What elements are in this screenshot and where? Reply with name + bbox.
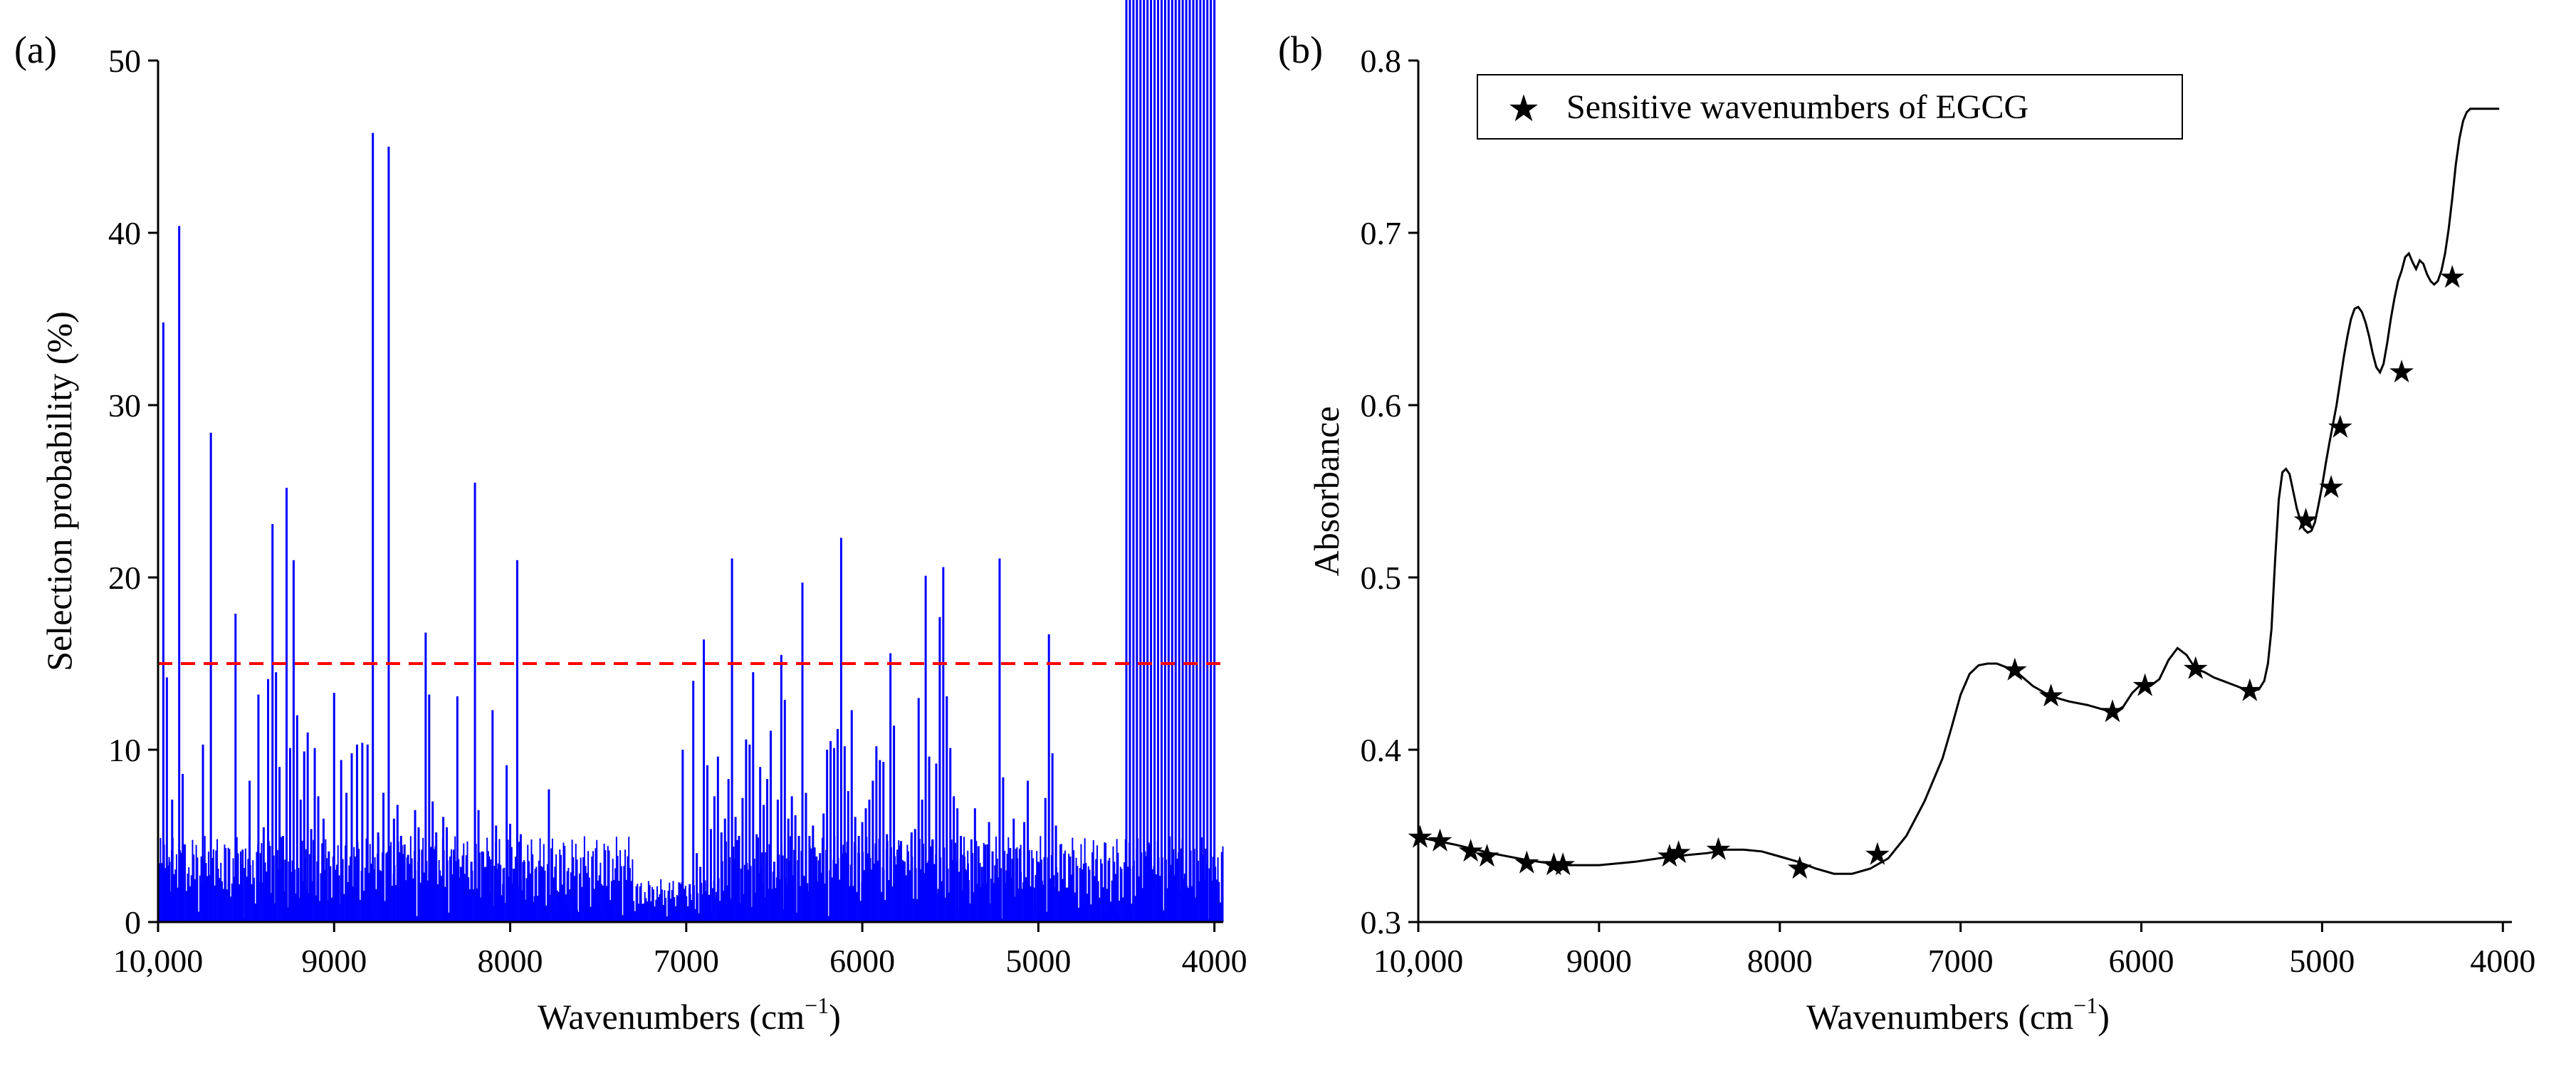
panel-b-y-ticks: 0.3 0.4 0.5 0.6 0.7 0.8	[1361, 43, 1418, 941]
panel-a-x-tick-label: 10,000	[113, 943, 204, 979]
panel-b-x-axis-title-close: )	[2098, 997, 2110, 1037]
panel-b-star-marker: ★	[2292, 503, 2320, 538]
panel-b-markers: ★★ ★★ ★★★ ★★ ★★ ★★★ ★★ ★★★★★★★	[1406, 260, 2466, 886]
panel-b-x-tick-label: 5000	[2289, 943, 2355, 979]
panel-a-x-axis-title-close: )	[829, 997, 841, 1037]
panel-a: (a) 10,000 9000 8000 7000 6000 5000 4000 0 10 20…	[14, 0, 1247, 1037]
panel-b-y-tick-label: 0.4	[1361, 732, 1402, 768]
panel-b-x-ticks: 10,000 9000 8000 7000 6000 5000 4000	[1373, 922, 2535, 979]
panel-b-x-tick-label: 10,000	[1373, 943, 1464, 979]
panel-a-y-tick-label: 30	[108, 387, 141, 424]
panel-b-star-marker: ★	[2037, 679, 2065, 713]
legend-box	[1477, 74, 2183, 140]
panel-a-x-tick-label: 9000	[301, 943, 367, 979]
panel-b-star-marker: ★	[1863, 837, 1891, 872]
panel-b-star-marker: ★	[1513, 846, 1541, 881]
panel-b-y-axis-title: Absorbance	[1307, 407, 1346, 577]
panel-b-star-marker: ★	[1655, 839, 1683, 874]
panel-b-star-marker: ★	[2236, 674, 2263, 708]
panel-b-x-tick-label: 9000	[1566, 943, 1632, 979]
panel-a-bars	[157, 0, 1224, 922]
panel-b-star-marker: ★	[2001, 653, 2028, 688]
panel-b-x-tick-label: 7000	[1928, 943, 1994, 979]
panel-a-y-tick-label: 40	[108, 215, 141, 251]
panel-a-y-tick-label: 0	[125, 904, 141, 941]
legend-label: Sensitive wavenumbers of EGCG	[1566, 88, 2028, 126]
panel-b-star-marker: ★	[2131, 668, 2159, 703]
panel-b-label: (b)	[1278, 28, 1323, 71]
panel-b-star-marker: ★	[2387, 355, 2415, 389]
panel-b-y-tick-label: 0.6	[1361, 387, 1402, 424]
panel-b-star-marker: ★	[1473, 839, 1501, 874]
panel-b-legend: ★ Sensitive wavenumbers of EGCG	[1477, 74, 2183, 140]
panel-a-y-tick-label: 50	[108, 43, 141, 79]
panel-b-star-marker: ★	[1786, 851, 1813, 886]
panel-b-star-marker: ★	[1705, 832, 1732, 867]
panel-b-x-axis-title-main: Wavenumbers (cm	[1806, 997, 2073, 1037]
panel-a-x-tick-label: 7000	[654, 943, 719, 979]
panel-b-x-tick-label: 6000	[2109, 943, 2174, 979]
panel-a-label: (a)	[14, 28, 57, 71]
panel-b-star-marker: ★	[1540, 847, 1568, 882]
panel-b-y-tick-label: 0.7	[1361, 215, 1402, 251]
panel-a-x-tick-label: 6000	[829, 943, 895, 979]
panel-b-star-marker: ★	[1549, 847, 1576, 882]
panel-b-star-marker: ★	[1665, 835, 1692, 870]
panel-b: (b) ★★ ★★ ★★★ ★★ ★★ ★★★ ★★ ★★★★★★★ 10,000 9000 80…	[1278, 28, 2535, 1037]
panel-b-star-marker: ★	[2098, 694, 2126, 729]
panel-b-star-marker: ★	[1406, 820, 1434, 854]
panel-b-x-tick-label: 4000	[2470, 943, 2535, 979]
panel-a-x-axis-title-sup: −1	[805, 993, 829, 1018]
panel-b-y-tick-label: 0.8	[1361, 43, 1402, 79]
panel-b-star-marker: ★	[2317, 470, 2345, 505]
panel-a-y-ticks: 0 10 20 30 40 50	[108, 43, 158, 941]
panel-b-x-axis-title: Wavenumbers (cm−1)	[1806, 993, 2110, 1037]
panel-a-y-axis-title: Selection probability (%)	[39, 311, 79, 671]
panel-a-x-axis-title-main: Wavenumbers (cm	[538, 997, 805, 1037]
panel-b-y-tick-label: 0.3	[1361, 904, 1402, 941]
panel-b-x-axis-title-sup: −1	[2073, 993, 2098, 1018]
panel-b-spectrum-line	[1420, 108, 2500, 875]
panel-b-star-marker: ★	[1426, 823, 1454, 858]
panel-a-x-tick-label: 8000	[478, 943, 543, 979]
panel-b-star-marker: ★	[2326, 409, 2354, 444]
panel-b-star-marker: ★	[1457, 834, 1485, 869]
panel-a-x-axis-title: Wavenumbers (cm−1)	[538, 993, 841, 1037]
panel-b-star-marker: ★	[2438, 260, 2466, 295]
panel-a-x-tick-label: 4000	[1182, 943, 1247, 979]
legend-star-icon: ★	[1507, 89, 1541, 130]
panel-b-star-marker: ★	[2182, 651, 2209, 686]
panel-a-y-tick-label: 20	[108, 560, 141, 596]
panel-a-y-tick-label: 10	[108, 732, 141, 768]
panel-b-y-tick-label: 0.5	[1361, 560, 1402, 596]
panel-b-x-tick-label: 8000	[1747, 943, 1813, 979]
panel-a-x-ticks: 10,000 9000 8000 7000 6000 5000 4000	[113, 922, 1247, 979]
panel-a-x-tick-label: 5000	[1005, 943, 1071, 979]
